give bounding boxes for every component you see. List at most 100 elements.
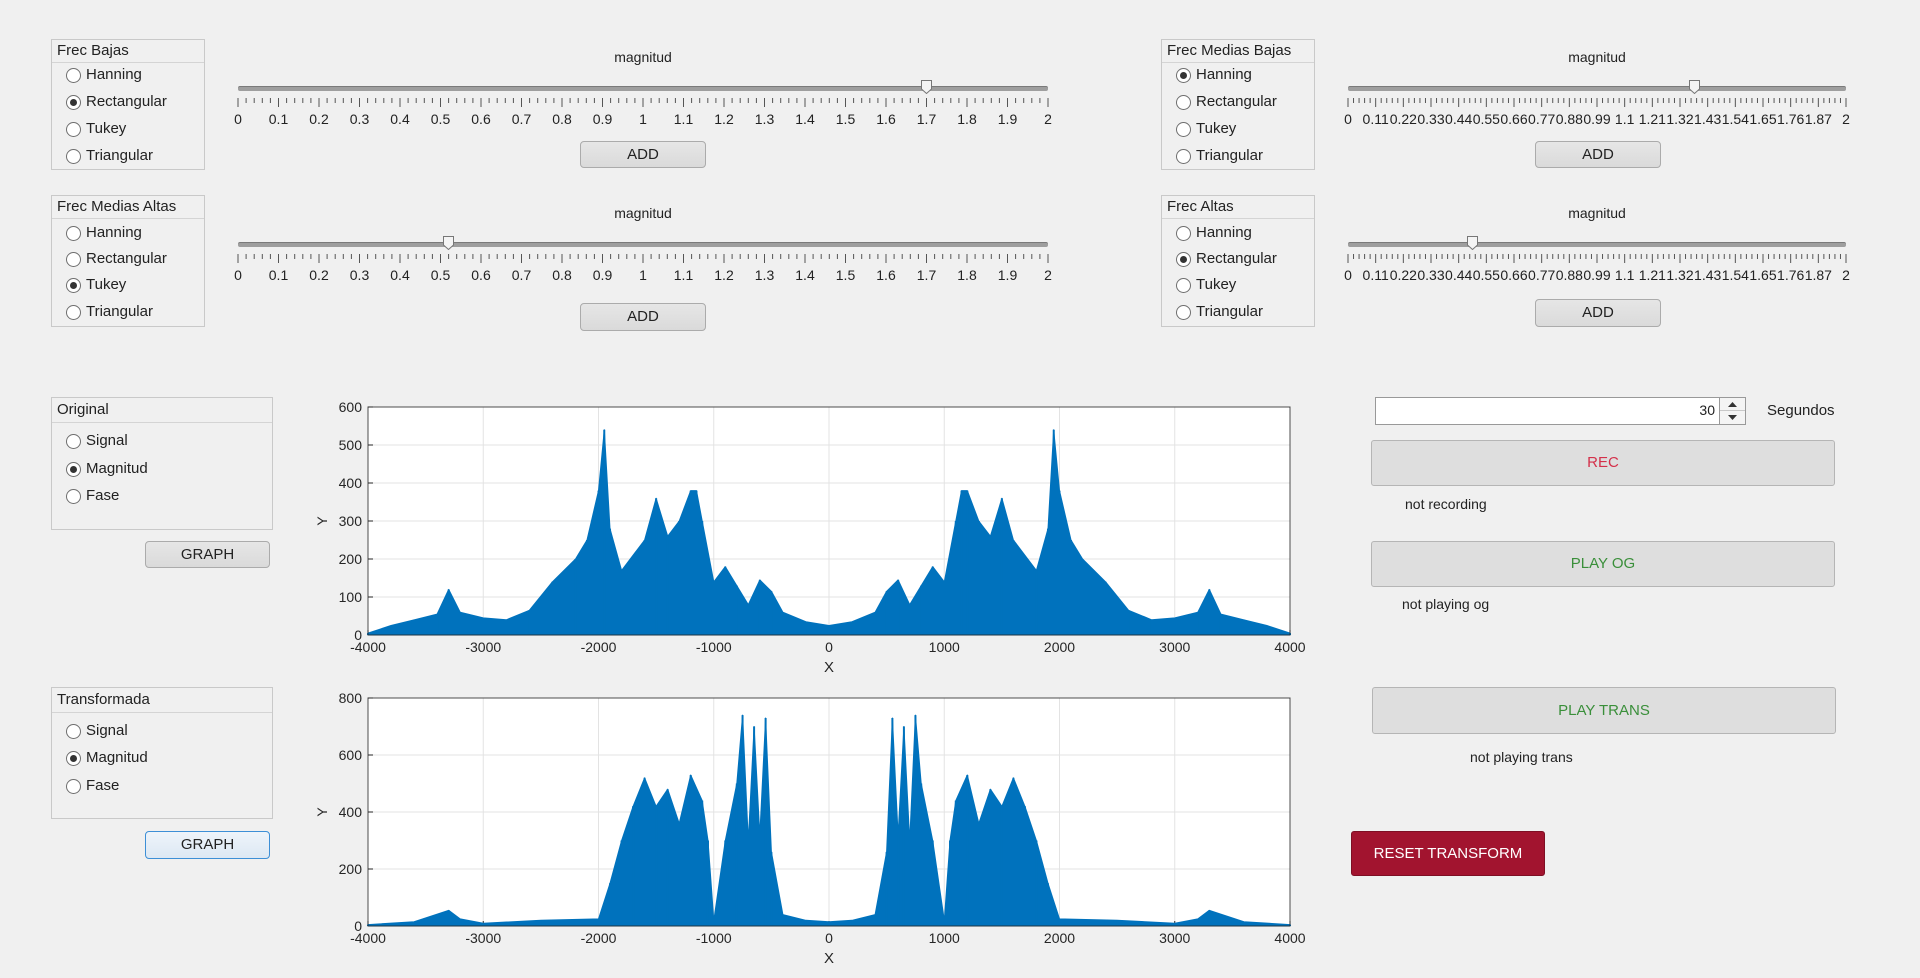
spinner-up-icon[interactable] [1720,398,1745,411]
radio-tukey[interactable]: Tukey [1176,275,1236,295]
filter-group-frec-medias-bajas: Frec Medias Bajas Hanning Rectangular Tu… [1161,39,1315,170]
radio-button-icon[interactable] [1176,251,1191,267]
radio-rectangular[interactable]: Rectangular [66,92,167,112]
slider-tick-label: 2 [1044,111,1052,127]
radio-hanning[interactable]: Hanning [66,65,142,85]
slider-track[interactable] [1348,86,1846,91]
slider-tick-label: 1.21 [1639,267,1666,283]
spinner-down-icon[interactable] [1720,411,1745,424]
add-button[interactable]: ADD [580,141,706,168]
radio-tukey[interactable]: Tukey [1176,119,1236,139]
radio-rectangular[interactable]: Rectangular [66,249,167,269]
radio-hanning[interactable]: Hanning [1176,223,1252,243]
radio-button-icon[interactable] [66,461,81,477]
radio-triangular[interactable]: Triangular [1176,302,1263,322]
radio-button-icon[interactable] [66,121,81,137]
slider-tick-label: 0.7 [512,111,532,127]
slider-track[interactable] [238,242,1048,247]
slider-tick-label: 0.3 [350,111,370,127]
radio-button-icon[interactable] [66,778,81,794]
radio-tukey[interactable]: Tukey [66,275,126,295]
radio-label: Hanning [86,66,142,84]
radio-signal[interactable]: Signal [66,721,128,741]
radio-button-icon[interactable] [1176,67,1191,83]
slider-tick-label: 0.2 [309,267,329,283]
radio-button-icon[interactable] [66,148,81,164]
radio-button-icon[interactable] [66,251,81,267]
original-spectrum-chart: -4000 -3000 -2000 -1000 0 1000 2000 3000 4000 0 10… [314,399,1306,676]
radio-rectangular[interactable]: Rectangular [1176,249,1277,269]
add-button[interactable]: ADD [1535,299,1661,327]
group-title: Frec Bajas [52,40,204,63]
radio-magnitud[interactable]: Magnitud [66,748,148,768]
radio-signal[interactable]: Signal [66,431,128,451]
radio-button-icon[interactable] [1176,304,1191,320]
play-og-button[interactable]: PLAY OG [1371,541,1835,587]
slider-tick-label: 1.54 [1722,111,1749,127]
rec-status: not recording [1405,496,1487,512]
add-button[interactable]: ADD [580,303,706,331]
group-title: Original [52,398,272,423]
radio-tukey[interactable]: Tukey [66,119,126,139]
reset-transform-button[interactable]: RESET TRANSFORM [1351,831,1545,876]
slider-thumb[interactable] [921,80,932,95]
radio-button-icon[interactable] [66,225,81,241]
radio-rectangular[interactable]: Rectangular [1176,92,1277,112]
slider-track[interactable] [1348,242,1846,247]
radio-button-icon[interactable] [1176,277,1191,293]
radio-fase[interactable]: Fase [66,776,119,796]
slider-tick-label: 0 [234,111,242,127]
slider-tick-label: 1.6 [876,111,896,127]
slider-track[interactable] [238,86,1048,91]
group-title: Frec Altas [1162,196,1314,219]
radio-label: Tukey [86,120,127,138]
play-trans-button[interactable]: PLAY TRANS [1372,687,1836,734]
radio-button-icon[interactable] [1176,94,1191,110]
graph-transformada-button[interactable]: GRAPH [145,831,270,859]
slider-tick-label: 1.87 [1805,111,1832,127]
x-tick-label: -1000 [696,930,732,946]
slider-tick-label: 0.6 [471,267,491,283]
slider-tick-label: 0 [234,267,242,283]
graph-original-button[interactable]: GRAPH [145,541,270,568]
radio-button-icon[interactable] [1176,225,1191,241]
rec-button[interactable]: REC [1371,440,1835,486]
duration-spinner[interactable] [1719,397,1746,425]
add-button[interactable]: ADD [1535,141,1661,168]
slider-title: magnitud [614,49,672,65]
slider-tick-label: 1.76 [1777,267,1804,283]
radio-hanning[interactable]: Hanning [1176,65,1252,85]
x-tick-label: -4000 [350,930,386,946]
radio-fase[interactable]: Fase [66,486,119,506]
slider-thumb[interactable] [1467,236,1478,251]
radio-label: Signal [86,432,128,450]
slider-thumb[interactable] [1688,80,1700,95]
radio-label: Tukey [1196,276,1237,294]
slider-tick-label: 0.55 [1473,111,1500,127]
x-tick-label: -1000 [696,639,732,655]
slider-tick-label: 1.76 [1777,111,1804,127]
radio-button-icon[interactable] [66,723,81,739]
slider-ticks: 0 0.1 0.2 0.3 0.4 0.5 0.6 0.7 0.8 0.9 1 1.1 1.2 1.3 1.… [234,254,1052,283]
duration-input[interactable]: 30 [1375,397,1720,425]
radio-hanning[interactable]: Hanning [66,223,142,243]
radio-label: Rectangular [1196,250,1277,268]
radio-button-icon[interactable] [66,304,81,320]
radio-triangular[interactable]: Triangular [1176,146,1263,166]
radio-label: Hanning [1196,224,1252,242]
radio-button-icon[interactable] [66,277,81,293]
slider-thumb[interactable] [443,236,455,251]
radio-button-icon[interactable] [1176,148,1191,164]
filter-group-frec-altas: Frec Altas Hanning Rectangular Tukey Tri… [1161,195,1315,327]
radio-triangular[interactable]: Triangular [66,146,153,166]
radio-button-icon[interactable] [66,433,81,449]
radio-button-icon[interactable] [1176,121,1191,137]
y-tick-label: 500 [339,437,363,453]
radio-button-icon[interactable] [66,750,81,766]
radio-triangular[interactable]: Triangular [66,302,153,322]
group-title: Frec Medias Altas [52,196,204,219]
radio-button-icon[interactable] [66,488,81,504]
radio-button-icon[interactable] [66,94,81,110]
radio-button-icon[interactable] [66,67,81,83]
radio-magnitud[interactable]: Magnitud [66,459,148,479]
